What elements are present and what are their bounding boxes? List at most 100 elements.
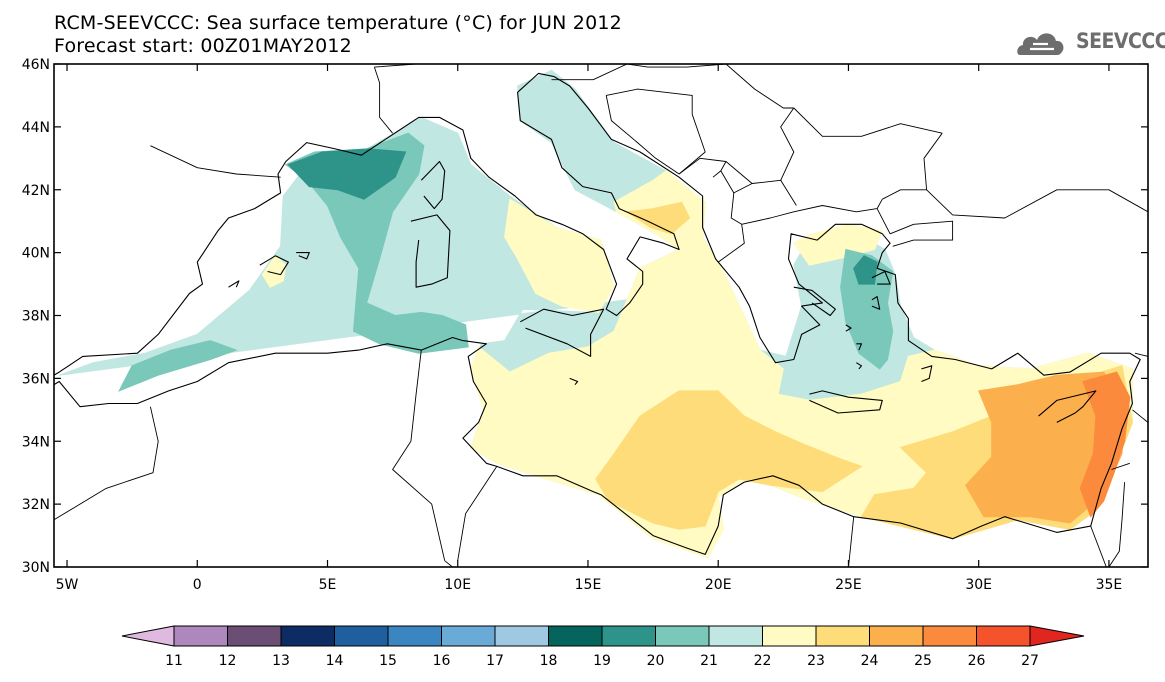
sst-shading [59, 69, 1133, 559]
border-albania-macedonia [717, 192, 745, 263]
border-israel-jordan [1108, 482, 1126, 567]
border-switzerland [374, 64, 469, 68]
lat-tick-label: 34N [22, 434, 50, 450]
colorbar-segment [494, 625, 549, 647]
coast-mallorca [259, 255, 289, 276]
border-macedonia-greece [741, 198, 883, 225]
border-kosovo [720, 161, 753, 194]
lat-tick-label: 38N [22, 309, 50, 325]
coast-cyclades-3 [856, 362, 863, 370]
logo-text: SEEVCCC [1076, 29, 1165, 53]
coast-ibiza [228, 280, 240, 288]
colorbar-segment [173, 625, 228, 647]
border-serbia-bulgaria [780, 107, 795, 181]
colorbar-segment [601, 625, 656, 647]
border-libya-tunisia [457, 466, 498, 561]
sst-18-19-core [287, 148, 407, 200]
coast-corsica [420, 160, 446, 210]
sst-22-23-aegean-north [793, 223, 883, 266]
lon-tick-label: 15E [575, 577, 602, 593]
border-croatia-bosnia [606, 88, 706, 175]
coast-crete [809, 390, 883, 414]
colorbar-label: 24 [861, 653, 879, 669]
border-syria-lebanon [1132, 409, 1148, 423]
border-tunisia-algeria [392, 350, 446, 561]
colorbar-label: 11 [165, 653, 183, 669]
colorbar-segment [334, 625, 389, 647]
coast-black-sea [923, 132, 1148, 219]
coastlines [54, 64, 1148, 567]
lat-tick-label: 44N [22, 120, 50, 136]
colorbar-segment [227, 625, 282, 647]
lon-tick-label: 30E [965, 577, 992, 593]
sst-23-24-adriatic-south [625, 201, 691, 235]
sst-19-20-alboran [118, 340, 238, 392]
border-serbia-romania [725, 64, 794, 109]
colorbar-segment [815, 625, 870, 647]
sst-19-20-aegean [840, 248, 894, 370]
map-title: RCM-SEEVCCC: Sea surface temperature (°C… [54, 12, 622, 34]
colorbar-upper-arrow [1029, 625, 1085, 647]
border-bulgaria-turkey [882, 189, 927, 200]
lon-tick-label: 35E [1096, 577, 1123, 593]
forecast-start-subtitle: Forecast start: 00Z01MAY2012 [54, 35, 352, 57]
colorbar-label: 12 [219, 653, 237, 669]
colorbar-segment [655, 625, 710, 647]
coast-malta [569, 377, 579, 386]
colorbar-segment [869, 625, 924, 647]
colorbar-segment [922, 625, 977, 647]
lat-tick-label: 46N [22, 57, 50, 73]
colorbar-label: 27 [1021, 653, 1039, 669]
colorbar-label: 13 [272, 653, 290, 669]
colorbar-segment [387, 625, 442, 647]
border-algeria-libya-south [444, 560, 453, 567]
coast-chios [871, 296, 881, 310]
border-greece-turkey [876, 208, 891, 235]
lon-tick-label: 5E [319, 577, 337, 593]
coast-lesbos [871, 270, 891, 285]
colorbar-segment [548, 625, 603, 647]
border-bulgaria-romania [793, 107, 943, 137]
colorbar-lower-arrow [121, 625, 175, 647]
coast-cyclades-1 [856, 343, 863, 351]
lon-tick-label: 0 [193, 577, 202, 593]
colorbar-label: 14 [326, 653, 344, 669]
coast-marmara [889, 220, 954, 247]
colorbar-label: 20 [647, 653, 665, 669]
lon-tick-label: 25E [835, 577, 862, 593]
sst-22-23-tyrrhenian [504, 198, 615, 313]
cloud-logo-icon [1017, 33, 1064, 55]
border-bosnia-north [605, 95, 680, 175]
border-lebanon-israel [1111, 462, 1130, 470]
colorbar-label: 23 [807, 653, 825, 669]
colorbar-label: 22 [754, 653, 772, 669]
coast-cyclades-2 [845, 324, 852, 332]
lat-tick-label: 32N [22, 497, 50, 513]
colorbar: 11 12 13 14 15 16 17 18 19 20 21 22 23 24 25 26 27 [121, 625, 1085, 669]
lon-tick-label: 10E [444, 577, 471, 593]
coast-euboea [793, 286, 836, 317]
coast-sardinia [410, 214, 451, 288]
border-hungary-croatia [626, 64, 727, 68]
lon-tick-label: 20E [705, 577, 732, 593]
border-egypt-israel [1090, 525, 1107, 567]
colorbar-label: 19 [593, 653, 611, 669]
coast-cyprus [1038, 390, 1097, 423]
colorbar-label: 16 [433, 653, 451, 669]
colorbar-segment [280, 625, 335, 647]
border-algeria-morocco [54, 406, 159, 521]
colorbar-label: 25 [914, 653, 932, 669]
axis-ticks: 46N 44N 42N 40N 38N 36N 34N 32N 30N 5W 0 5E 10E 15E 20… [22, 57, 1148, 593]
sst-18-19-aegean-core [853, 255, 878, 285]
border-slovenia-croatia [551, 64, 628, 81]
coast-europe-west [54, 72, 1141, 527]
lat-tick-label: 30N [22, 560, 50, 576]
border-turkey-syria [1134, 352, 1148, 357]
colorbar-segment [976, 625, 1031, 647]
coast-sicily [520, 308, 605, 357]
lat-tick-label: 40N [22, 246, 50, 262]
border-spain-france [150, 145, 281, 178]
lon-tick-label: 5W [56, 577, 79, 593]
coast-rhodes [921, 365, 933, 383]
colorbar-label: 21 [700, 653, 718, 669]
